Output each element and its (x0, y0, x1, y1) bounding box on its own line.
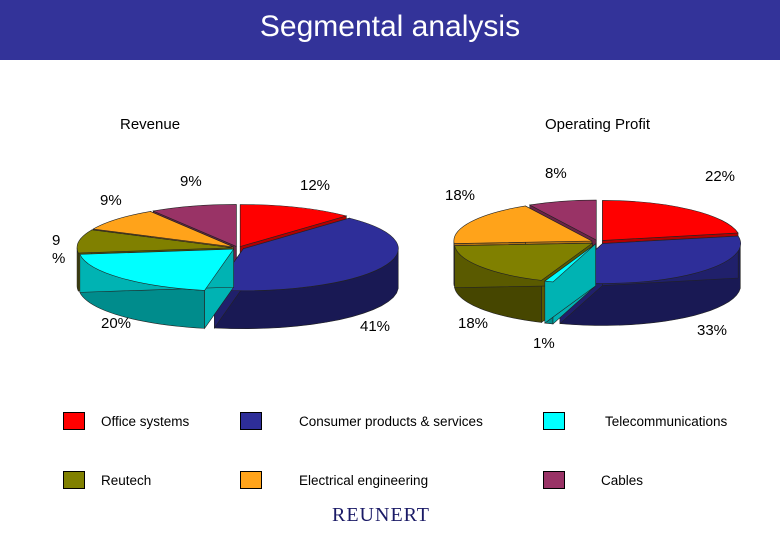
legend-label-telecommunications: Telecommunications (605, 414, 728, 429)
profit-slice-reutech (454, 242, 594, 281)
legend-swatch-office-systems (63, 412, 85, 430)
pie-charts (76, 199, 741, 330)
profit-slice-cables (528, 199, 597, 241)
legend-label-cables: Cables (601, 473, 644, 488)
profit-chart-title: Operating Profit (545, 116, 651, 133)
profit-slice-office-systems (602, 200, 739, 241)
revenue-slice-telecommunications (79, 248, 235, 291)
profit-label-telecommunications: 1% (533, 335, 555, 352)
profit-slice-electrical-engineering (453, 205, 593, 244)
revenue-label-consumer-products: 41% (360, 318, 391, 335)
profit-slice-telecommunications (544, 243, 596, 283)
revenue-label-office-systems: 12% (300, 177, 331, 194)
profit-label-consumer-products: 33% (697, 322, 728, 339)
legend-label-consumer-products: Consumer products & services (299, 414, 483, 429)
revenue-label-electrical-engineering: 9% (100, 192, 122, 209)
reunert-logo: REUNERT (332, 504, 431, 526)
revenue-slice-office-systems (239, 204, 348, 247)
revenue-label-cables: 9% (180, 173, 202, 190)
revenue-slice-electrical-engineering (92, 211, 234, 248)
legend-swatch-telecommunications (543, 412, 565, 430)
legend-swatch-consumer-products (240, 412, 262, 430)
legend-swatch-electrical-engineering (240, 471, 262, 489)
revenue-slice-consumer-products (213, 217, 399, 292)
page-title: Segmental analysis (259, 10, 521, 43)
legend-label-office-systems: Office systems (101, 414, 190, 429)
profit-label-electrical-engineering: 18% (445, 187, 476, 204)
header-bar: Segmental analysis (0, 0, 780, 60)
revenue-slice-reutech (76, 229, 233, 254)
profit-label-reutech: 18% (458, 315, 489, 332)
profit-pie (453, 199, 741, 326)
legend-swatch-reutech (63, 471, 85, 489)
revenue-label-telecommunications: 20% (101, 315, 132, 332)
revenue-slice-cables (152, 204, 237, 247)
revenue-chart-title: Revenue (120, 116, 181, 133)
revenue-pie (76, 204, 399, 330)
legend-label-electrical-engineering: Electrical engineering (299, 473, 429, 488)
profit-label-office-systems: 22% (705, 168, 736, 185)
profit-label-cables: 8% (545, 165, 567, 182)
revenue-label-reutech: 9 % (52, 232, 66, 267)
legend-swatch-cables (543, 471, 565, 489)
legend-label-reutech: Reutech (101, 473, 152, 488)
